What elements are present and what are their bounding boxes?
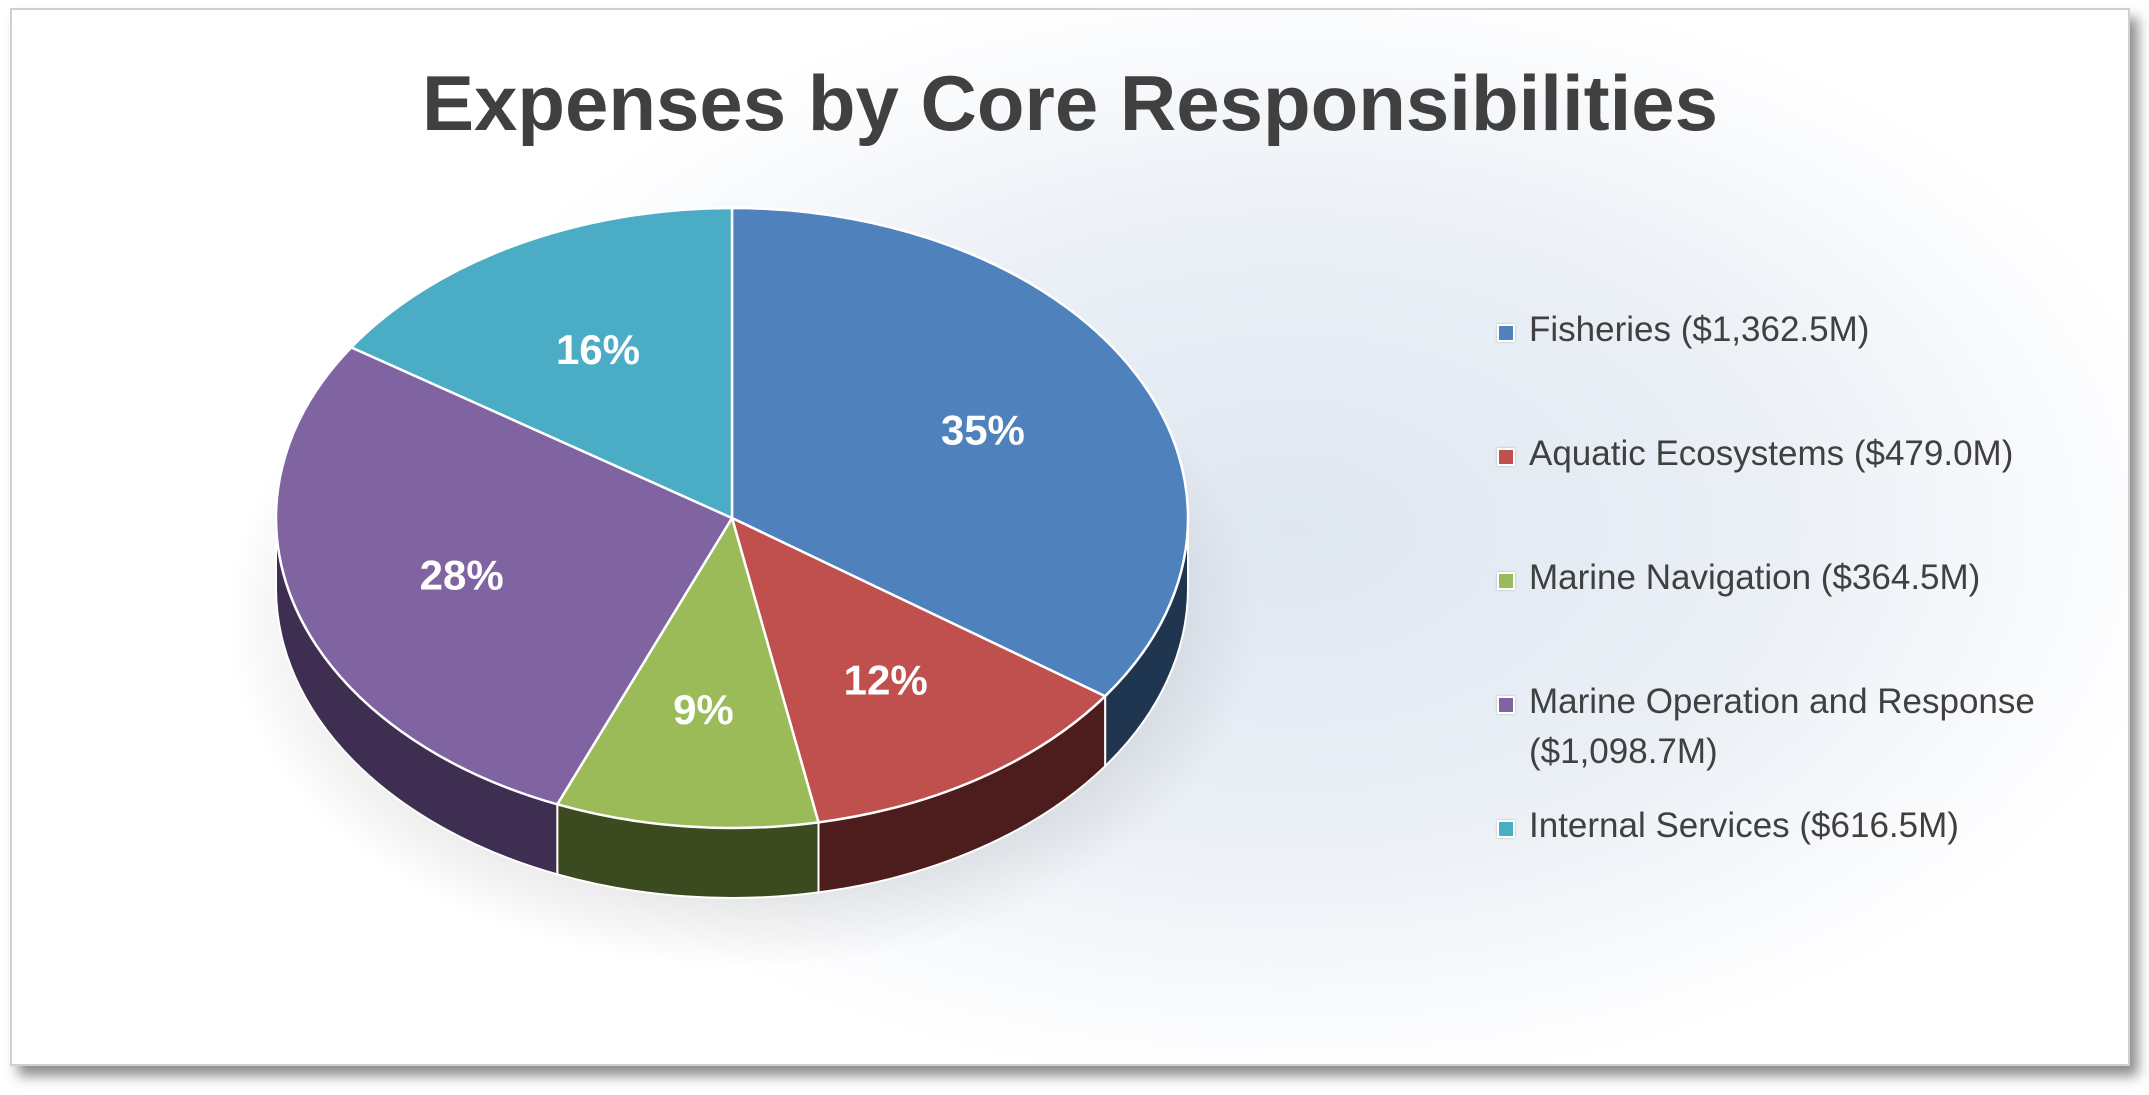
- slice-4-top: [274, 346, 734, 806]
- legend-swatch-2: [1497, 448, 1515, 466]
- slice-1-label: 35%: [941, 406, 1025, 453]
- legend-swatch-1: [1497, 324, 1515, 342]
- slice-2-label: 12%: [844, 656, 928, 703]
- slice-5-label: 16%: [556, 326, 640, 373]
- slice-3-top: [556, 516, 820, 830]
- legend-label-2: Aquatic Ecosystems ($479.0M): [1529, 434, 2014, 473]
- legend-label-4: Marine Operation and Response ($1,098.7M…: [1529, 682, 2035, 771]
- legend-label-3: Marine Navigation ($364.5M): [1529, 558, 1981, 597]
- legend-item-5: Internal Services ($616.5M): [1497, 801, 2109, 851]
- legend-item-3: Marine Navigation ($364.5M): [1497, 553, 2109, 603]
- legend-item-2: Aquatic Ecosystems ($479.0M): [1497, 429, 2109, 479]
- slice-2-top: [730, 516, 1107, 824]
- legend-label-1: Fisheries ($1,362.5M): [1529, 310, 1870, 349]
- legend-label-5: Internal Services ($616.5M): [1529, 806, 1959, 845]
- chart-title: Expenses by Core Responsibilities: [421, 59, 1719, 147]
- legend-swatch-5: [1497, 820, 1515, 838]
- chart-frame: Expenses by Core Responsibilities 35% 12%…: [10, 8, 2130, 1066]
- slice-5-top: [350, 206, 734, 520]
- pie-chart: 35% 12% 9% 28% 16%: [226, 206, 1258, 968]
- slice-3-label: 9%: [673, 686, 734, 733]
- legend-item-1: Fisheries ($1,362.5M): [1497, 305, 2109, 355]
- legend-swatch-4: [1497, 696, 1515, 714]
- legend-item-4: Marine Operation and Response ($1,098.7M…: [1497, 677, 2109, 777]
- legend-swatch-3: [1497, 572, 1515, 590]
- slice-1-top: [730, 206, 1190, 698]
- slice-4-label: 28%: [420, 551, 504, 598]
